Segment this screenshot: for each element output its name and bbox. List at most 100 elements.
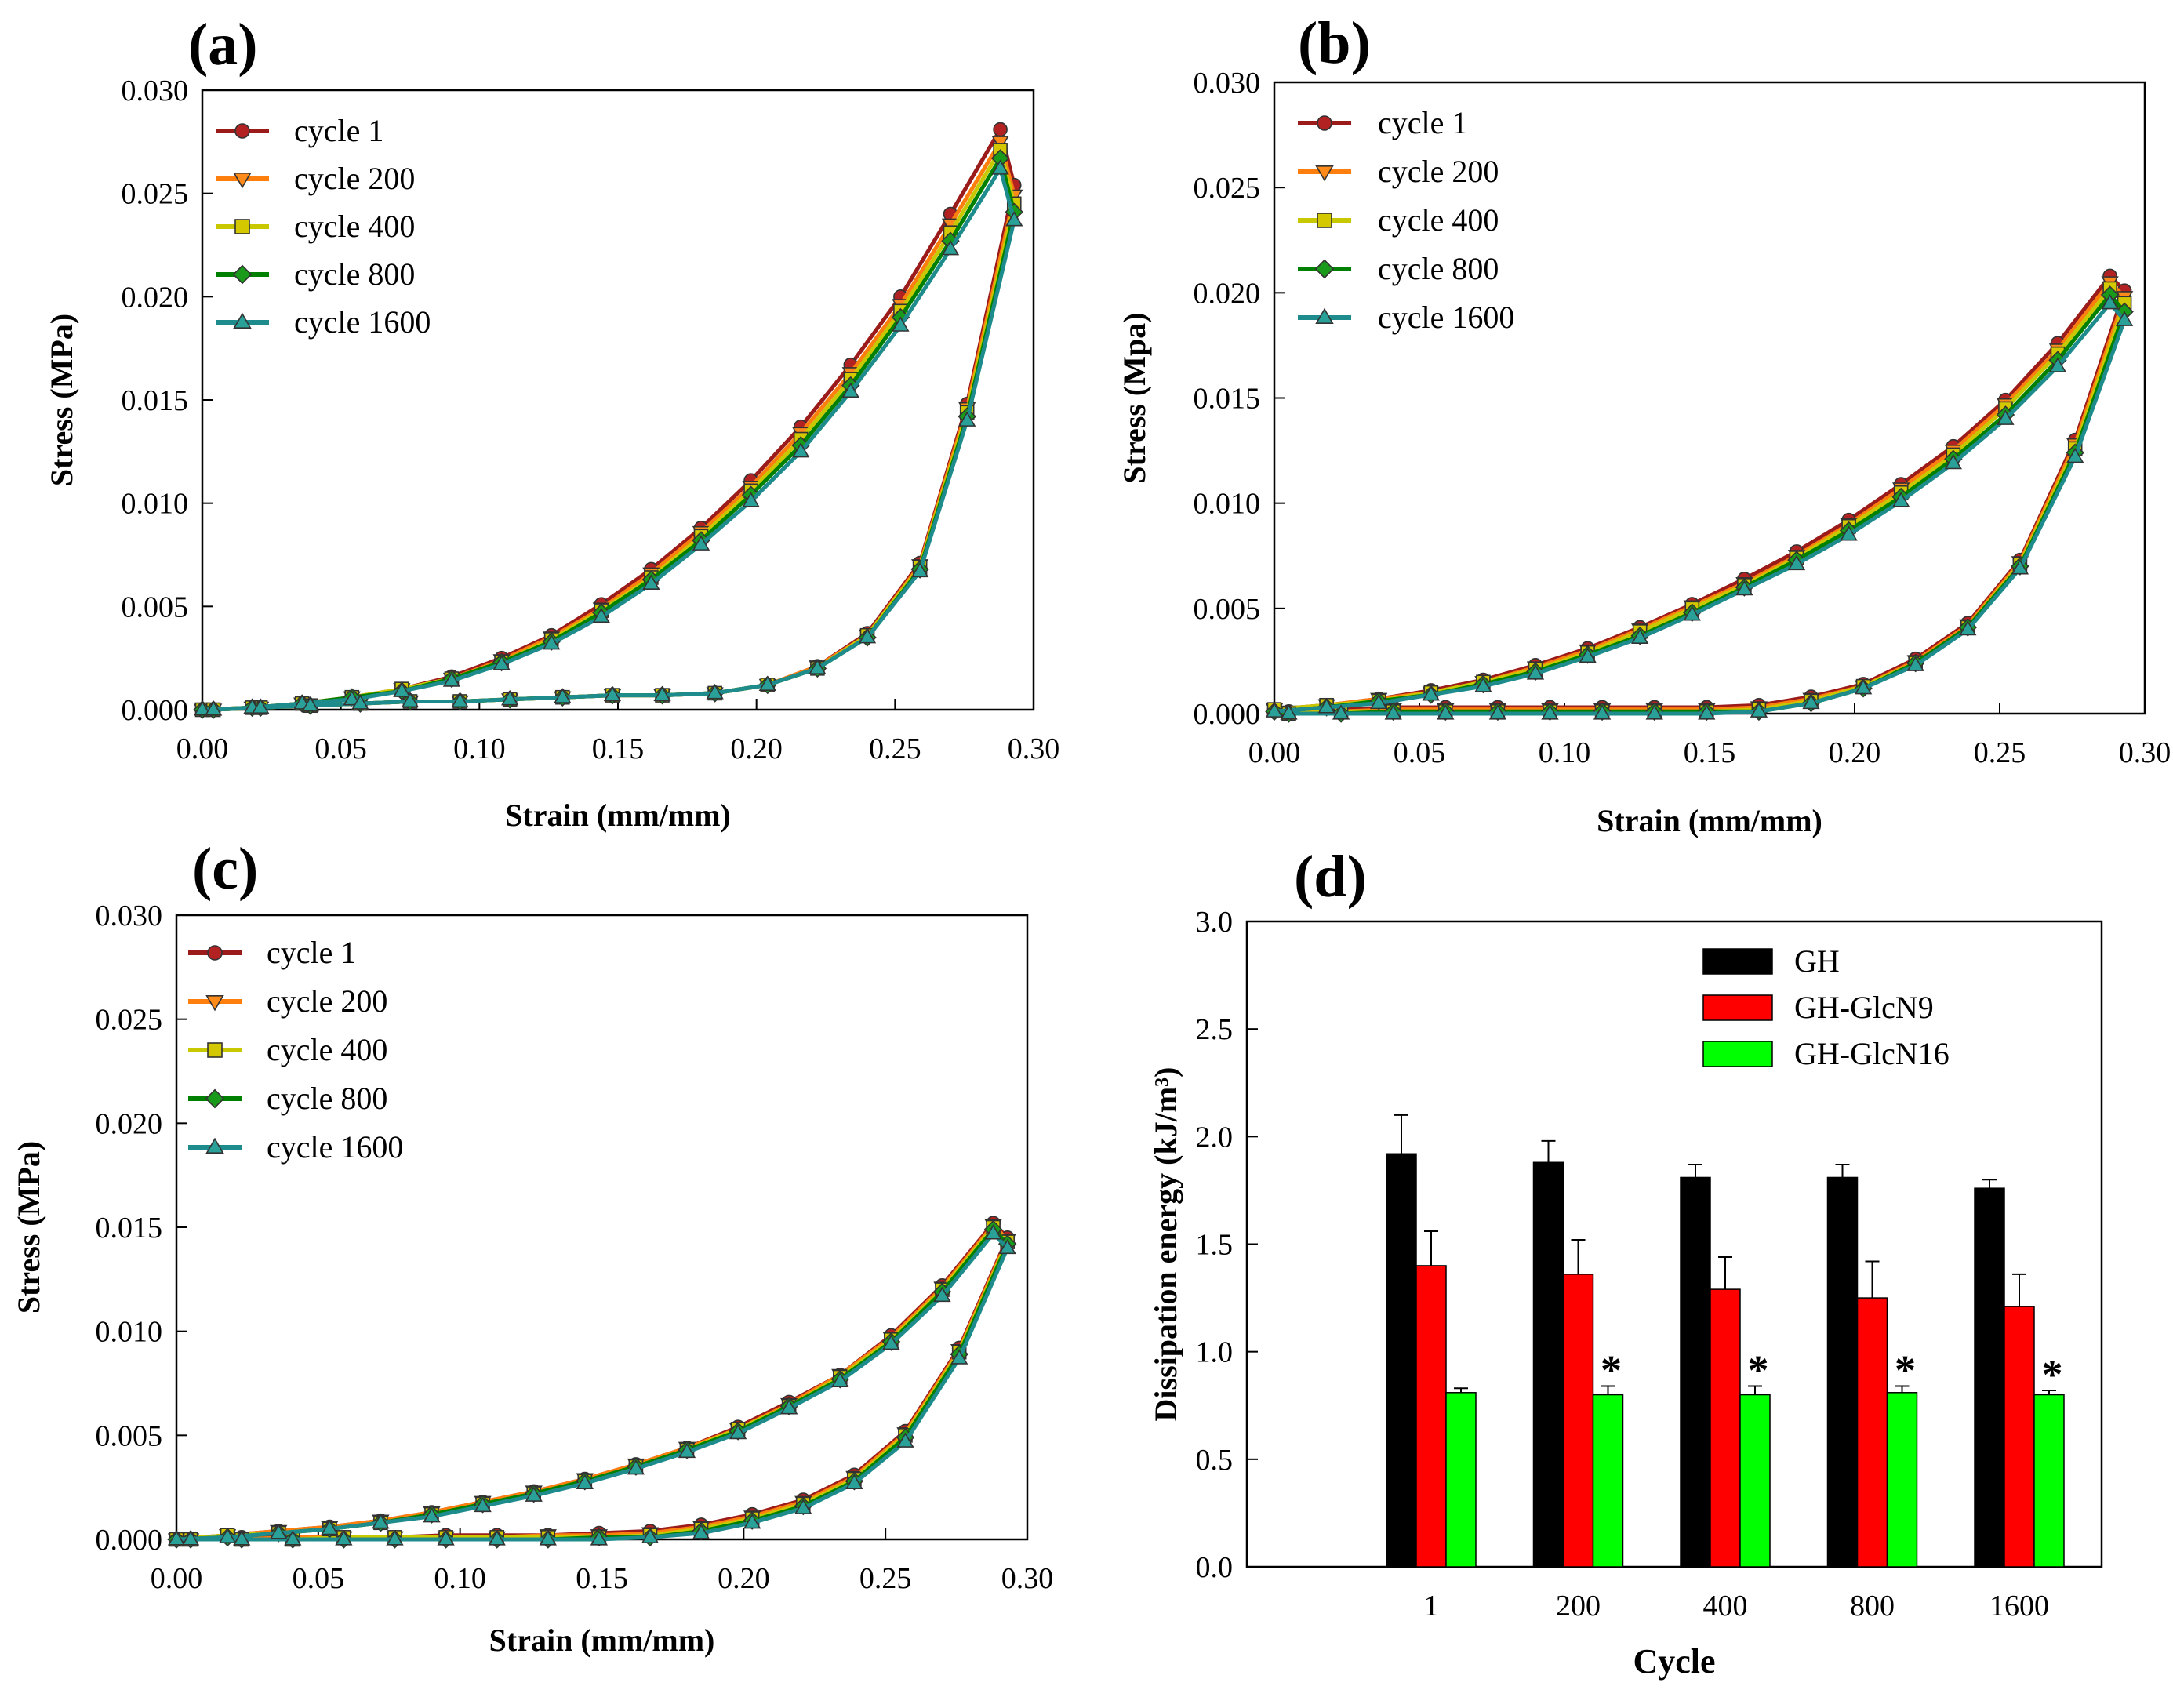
data-point bbox=[576, 1474, 594, 1489]
data-point bbox=[933, 1286, 951, 1303]
data-point bbox=[1005, 211, 1023, 227]
data-point bbox=[941, 239, 960, 256]
data-point bbox=[1332, 704, 1350, 720]
legend-label: cycle 1600 bbox=[267, 1129, 403, 1165]
x-tick-label: 0.20 bbox=[718, 1562, 770, 1595]
x-tick-label: 0.25 bbox=[1974, 736, 2026, 769]
data-point bbox=[442, 671, 461, 687]
y-tick-label: 0.010 bbox=[122, 488, 189, 521]
y-tick-label: 1.5 bbox=[1196, 1229, 1234, 1262]
data-point bbox=[642, 574, 660, 590]
data-point bbox=[592, 607, 610, 623]
legend-marker bbox=[205, 995, 224, 1012]
x-tick-label: 0.05 bbox=[293, 1562, 345, 1595]
data-point bbox=[1802, 693, 1820, 710]
series-line bbox=[1274, 301, 2127, 716]
y-tick-label: 0.025 bbox=[96, 1004, 163, 1037]
x-tick-label: 0.10 bbox=[453, 732, 506, 765]
data-point bbox=[539, 1530, 557, 1546]
data-point bbox=[351, 694, 369, 710]
y-axis-title: Stress (Mpa) bbox=[1117, 312, 1152, 483]
data-point bbox=[991, 159, 1009, 175]
data-point bbox=[1854, 678, 1873, 695]
y-tick-label: 0.025 bbox=[122, 178, 189, 211]
data-point bbox=[321, 1519, 339, 1535]
data-point bbox=[2115, 311, 2134, 326]
plot-frame-3 bbox=[1245, 920, 2103, 1568]
y-tick-label: 0.000 bbox=[122, 694, 189, 727]
x-tick-label: 0.05 bbox=[314, 732, 367, 765]
y-axis-title: Stress (MPa) bbox=[11, 1141, 46, 1314]
y-tick-label: 0.030 bbox=[122, 74, 189, 107]
data-point bbox=[2101, 293, 2119, 310]
data-point bbox=[1735, 580, 1753, 596]
bar-GH-GlcN9-800 bbox=[1856, 1297, 1888, 1568]
x-axis-title: Strain (mm/mm) bbox=[489, 1623, 715, 1658]
bar-GH-GlcN9-1600 bbox=[2004, 1306, 2035, 1568]
series-line bbox=[1274, 274, 2127, 714]
x-tick-label: 0.20 bbox=[1829, 736, 1881, 769]
data-point bbox=[1280, 704, 1298, 720]
data-point bbox=[437, 1530, 455, 1546]
data-point bbox=[284, 1530, 302, 1546]
data-point bbox=[1437, 704, 1455, 720]
legend-marker bbox=[1317, 115, 1332, 131]
series-cycle-800 bbox=[167, 1219, 1017, 1549]
data-point bbox=[653, 685, 671, 702]
data-point bbox=[1541, 704, 1559, 720]
x-tick-label: 0.10 bbox=[434, 1562, 486, 1595]
data-point bbox=[692, 1524, 710, 1539]
x-tick-label: 1 bbox=[1424, 1590, 1439, 1623]
legend-marker bbox=[234, 123, 250, 139]
data-point bbox=[692, 535, 710, 551]
data-point bbox=[729, 1423, 747, 1440]
data-point bbox=[892, 316, 910, 332]
legend-label: cycle 1600 bbox=[1378, 300, 1514, 335]
legend-label: GH-GlcN16 bbox=[1794, 1036, 1950, 1071]
legend-marker bbox=[1315, 165, 1334, 182]
legend-label: cycle 400 bbox=[294, 209, 415, 244]
data-point bbox=[678, 1442, 696, 1459]
bar-GH-400 bbox=[1680, 1176, 1711, 1568]
data-point bbox=[882, 1334, 900, 1350]
legend-label: cycle 1 bbox=[294, 113, 383, 148]
y-tick-label: 0.010 bbox=[1194, 488, 1261, 521]
y-tick-label: 3.0 bbox=[1196, 906, 1234, 939]
legend-label: cycle 200 bbox=[294, 161, 415, 196]
x-tick-label: 0.10 bbox=[1539, 736, 1591, 769]
data-point bbox=[998, 1238, 1016, 1255]
x-tick-label: 0.25 bbox=[859, 1562, 912, 1595]
data-point bbox=[2048, 357, 2067, 372]
series-line bbox=[176, 1223, 1010, 1542]
data-point bbox=[451, 692, 469, 708]
data-point bbox=[809, 659, 827, 674]
data-point bbox=[2011, 559, 2029, 575]
data-point bbox=[1944, 453, 1962, 470]
y-tick-label: 1.0 bbox=[1196, 1336, 1234, 1369]
y-tick-label: 0.015 bbox=[96, 1212, 163, 1245]
y-tick-label: 0.005 bbox=[1194, 593, 1261, 626]
data-point bbox=[270, 1524, 288, 1539]
data-point bbox=[958, 411, 976, 427]
legend-marker bbox=[205, 1088, 225, 1109]
data-point bbox=[1631, 628, 1649, 645]
data-point bbox=[758, 675, 776, 692]
y-tick-label: 0.015 bbox=[1194, 383, 1261, 416]
y-axis-title: Dissipation energy (kJ/m³) bbox=[1148, 1067, 1183, 1422]
data-point bbox=[1906, 656, 1924, 671]
data-point bbox=[1474, 677, 1492, 692]
series-cycle-400 bbox=[1266, 281, 2132, 721]
data-point bbox=[1959, 620, 1977, 636]
y-tick-label: 0.005 bbox=[122, 591, 189, 623]
data-point bbox=[488, 1530, 506, 1546]
x-tick-label: 1600 bbox=[1989, 1590, 2049, 1623]
y-tick-label: 0.030 bbox=[1194, 67, 1261, 100]
data-point bbox=[603, 685, 622, 702]
x-axis-title: Strain (mm/mm) bbox=[1597, 803, 1822, 838]
series-cycle-1600 bbox=[167, 1224, 1016, 1546]
data-point bbox=[501, 690, 519, 706]
series-line bbox=[176, 1227, 1010, 1542]
legend-marker bbox=[207, 945, 223, 961]
legend-label: cycle 400 bbox=[267, 1032, 387, 1067]
